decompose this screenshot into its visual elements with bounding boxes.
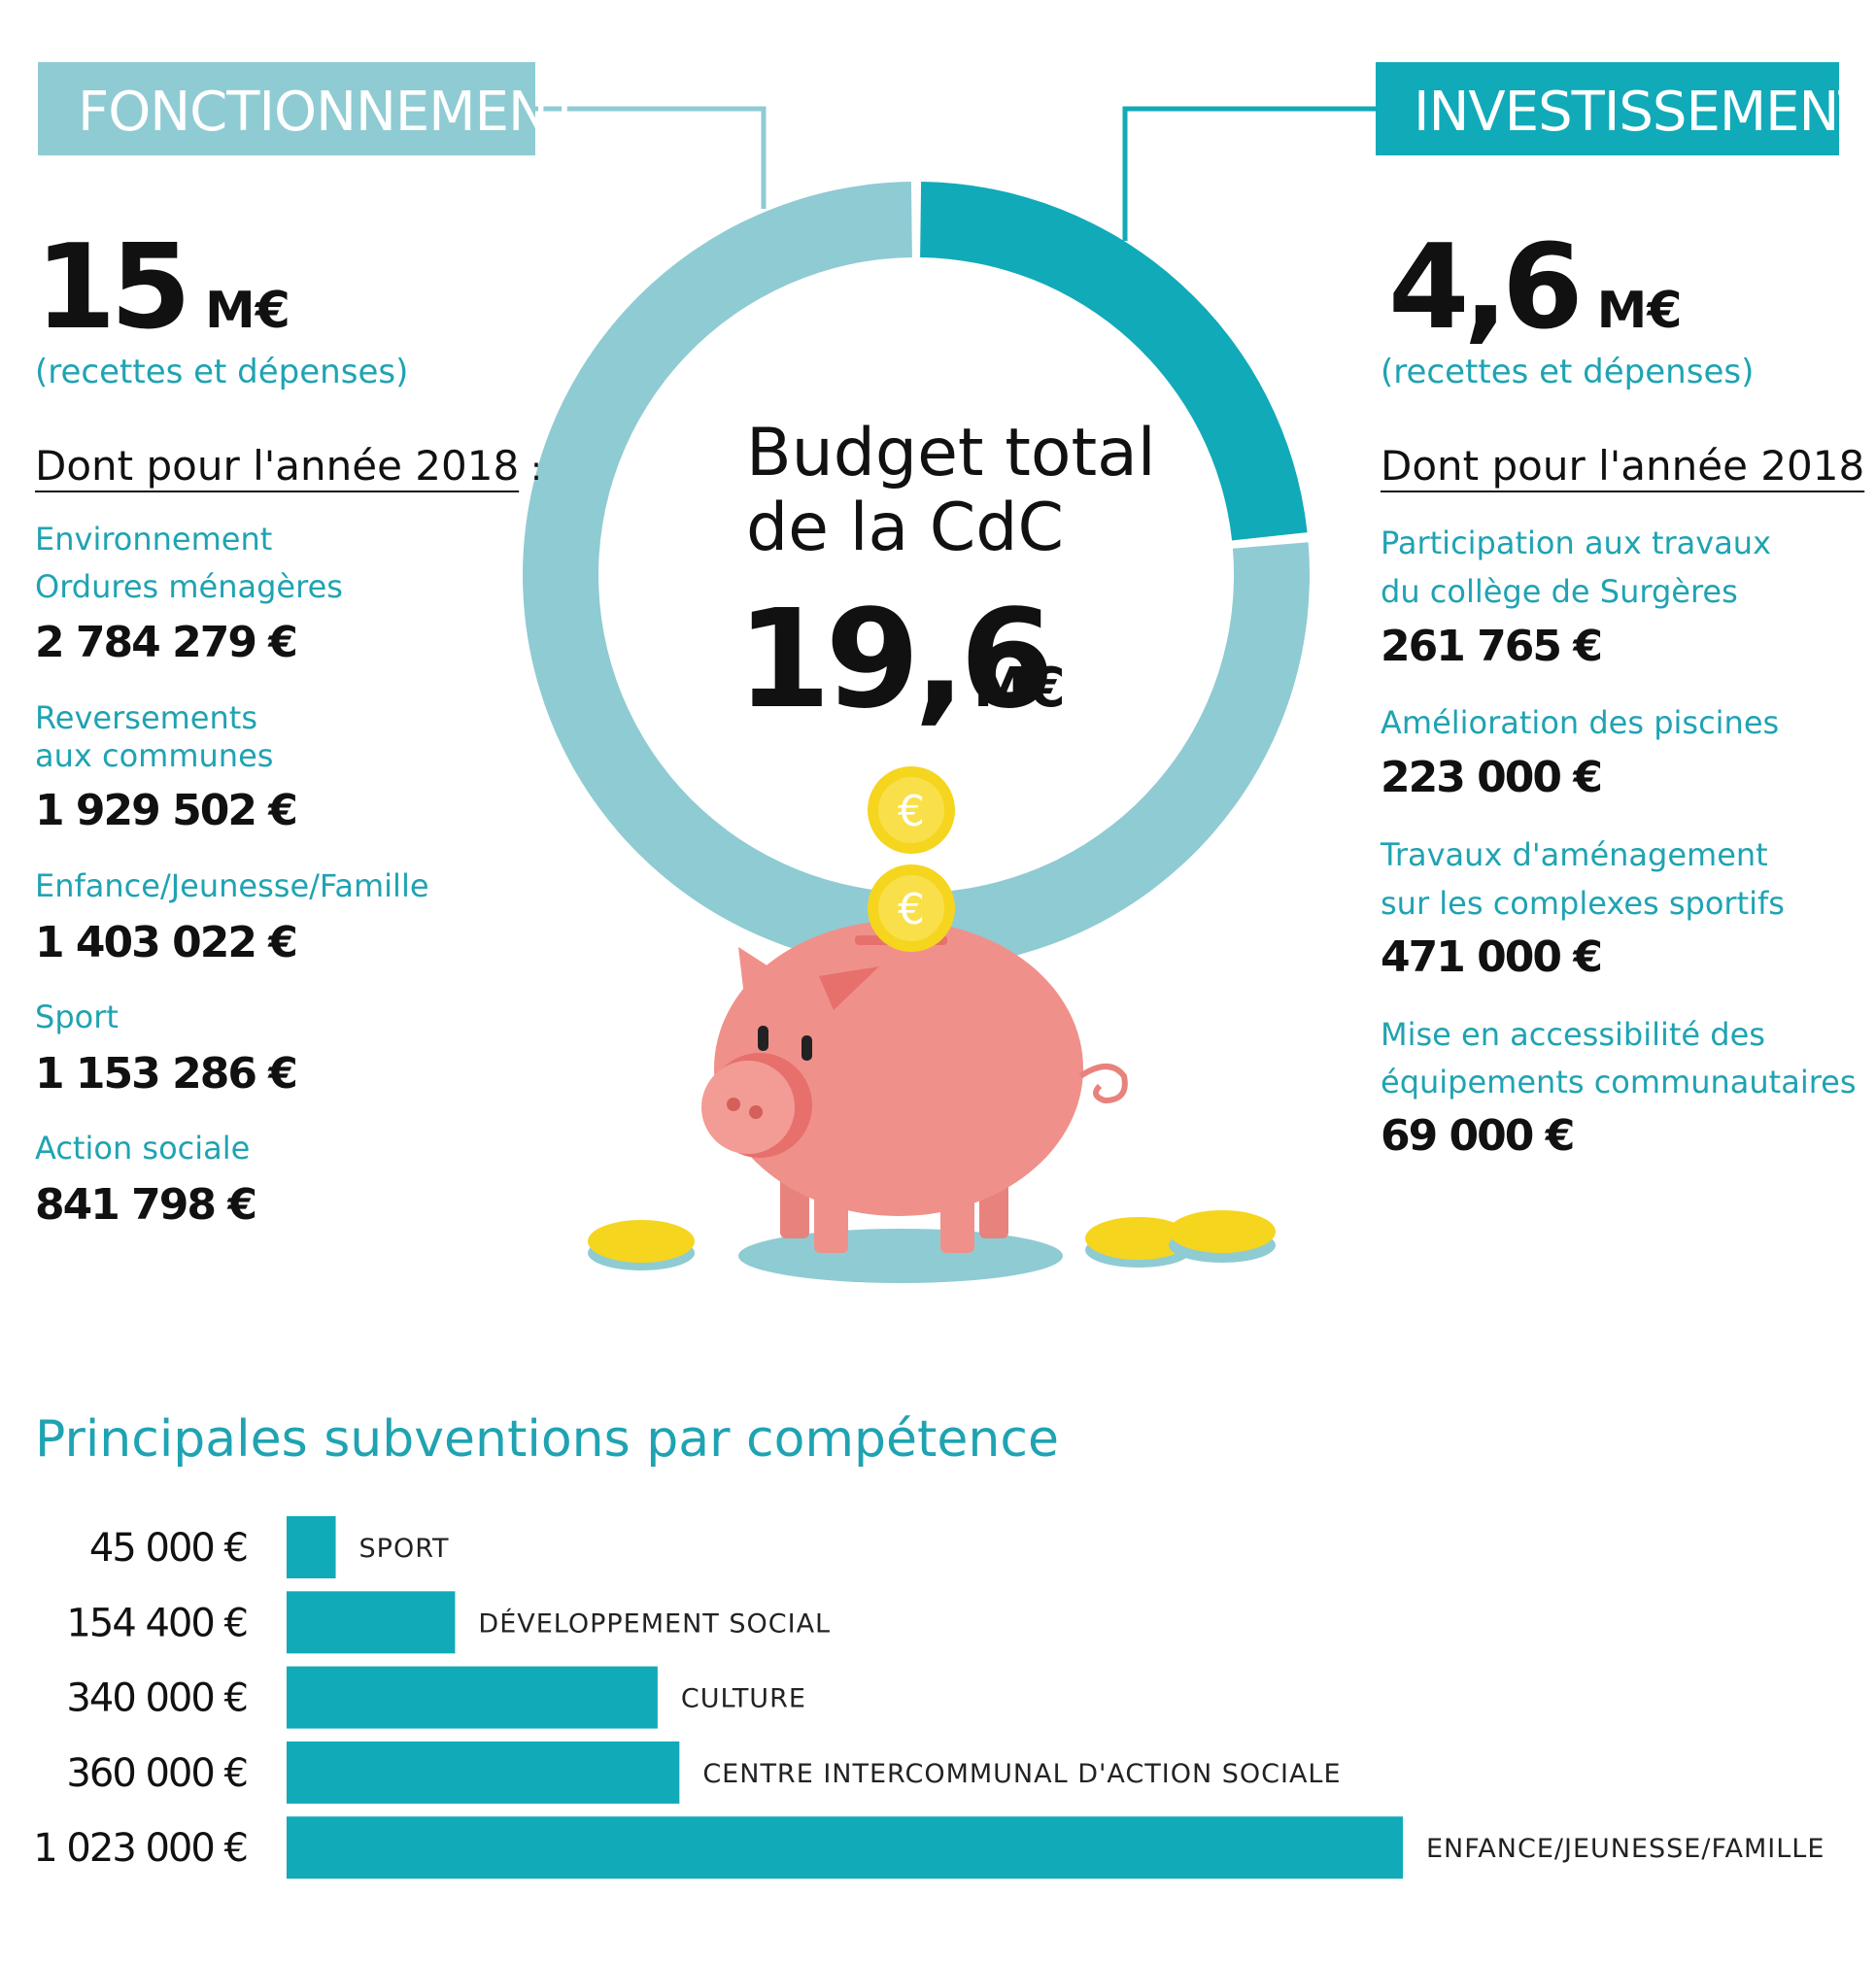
header-title: FONCTIONNEMENT [78, 81, 582, 144]
item-label: Environnement [35, 521, 272, 558]
value-label: 340 000 € [66, 1676, 247, 1721]
item-label: aux communes [35, 737, 273, 774]
bar [287, 1591, 456, 1654]
unit: M€ [1597, 282, 1683, 340]
connector [1122, 106, 1376, 241]
item-label: Participation aux travaux [1381, 525, 1771, 561]
unit: M€ [973, 657, 1066, 720]
svg-text:€: € [898, 885, 925, 934]
donut-title: de la CdC [746, 490, 1064, 566]
header-box [38, 62, 535, 155]
category-label: DÉVELOPPEMENT SOCIAL [478, 1608, 831, 1639]
colon: : [530, 450, 541, 489]
subtitle: Dont pour l'année 2018 [35, 442, 519, 490]
item-amount: 1 153 286 € [35, 1049, 296, 1099]
item-label: Travaux d'aménagement [1380, 836, 1768, 873]
item-label: Mise en accessibilité des [1381, 1016, 1765, 1053]
unit: M€ [205, 282, 290, 340]
item-amount: 1 403 022 € [35, 918, 296, 967]
item-label: Action sociale [35, 1130, 250, 1167]
item-amount: 261 765 € [1381, 622, 1601, 671]
value-label: 1 023 000 € [33, 1826, 247, 1871]
piggy-bank: € € [588, 766, 1276, 1283]
item-amount: 223 000 € [1381, 753, 1601, 802]
item-label: sur les complexes sportifs [1381, 885, 1785, 922]
total-value: 19,6 [736, 581, 1048, 739]
bar-chart: Principales subventions par compétence 45… [33, 1410, 1825, 1879]
item-label: Ordures ménagères [35, 568, 343, 605]
segment-value: 15 [35, 220, 186, 355]
item-label: Enfance/Jeunesse/Famille [35, 867, 429, 904]
sides: FONCTIONNEMENT 15 M€ INVESTISSEMENT 4,6 M€ (re… [35, 62, 1873, 1230]
bar [287, 1666, 658, 1729]
item-amount: 841 798 € [35, 1180, 256, 1230]
svg-text:€: € [898, 787, 925, 836]
donut-title: Budget total [746, 415, 1156, 491]
bar [287, 1816, 1403, 1879]
donut-segment [920, 182, 1308, 541]
category-label: SPORT [359, 1534, 450, 1564]
item-amount: 1 929 502 € [35, 786, 296, 835]
item-label: équipements communautaires [1381, 1064, 1857, 1100]
chart-title: Principales subventions par compétence [35, 1410, 1059, 1469]
value-label: 45 000 € [89, 1526, 247, 1571]
item-amount: 471 000 € [1381, 932, 1601, 982]
bar [287, 1516, 336, 1578]
value-label: 360 000 € [66, 1751, 247, 1796]
item-label: du collège de Surgères [1381, 573, 1738, 610]
category-label: ENFANCE/JEUNESSE/FAMILLE [1426, 1834, 1825, 1864]
note: (recettes et dépenses) [35, 353, 408, 391]
item-label: Reversements [35, 699, 257, 736]
bar [287, 1741, 680, 1804]
header-box [1376, 62, 1839, 155]
category-label: CENTRE INTERCOMMUNAL D'ACTION SOCIALE [702, 1759, 1341, 1789]
category-label: CULTURE [681, 1684, 806, 1714]
item-amount: 2 784 279 € [35, 618, 296, 667]
donut [523, 182, 1311, 968]
subtitle: Dont pour l'année 2018 [1381, 442, 1864, 490]
header-title: INVESTISSEMENT [1414, 81, 1872, 144]
segment-value: 4,6 [1388, 220, 1578, 355]
item-amount: 69 000 € [1381, 1111, 1573, 1161]
connector [535, 106, 767, 209]
value-label: 154 400 € [66, 1601, 247, 1645]
note: (recettes et dépenses) [1381, 353, 1754, 391]
item-label: Sport [35, 998, 119, 1035]
item-label: Amélioration des piscines [1381, 704, 1779, 741]
